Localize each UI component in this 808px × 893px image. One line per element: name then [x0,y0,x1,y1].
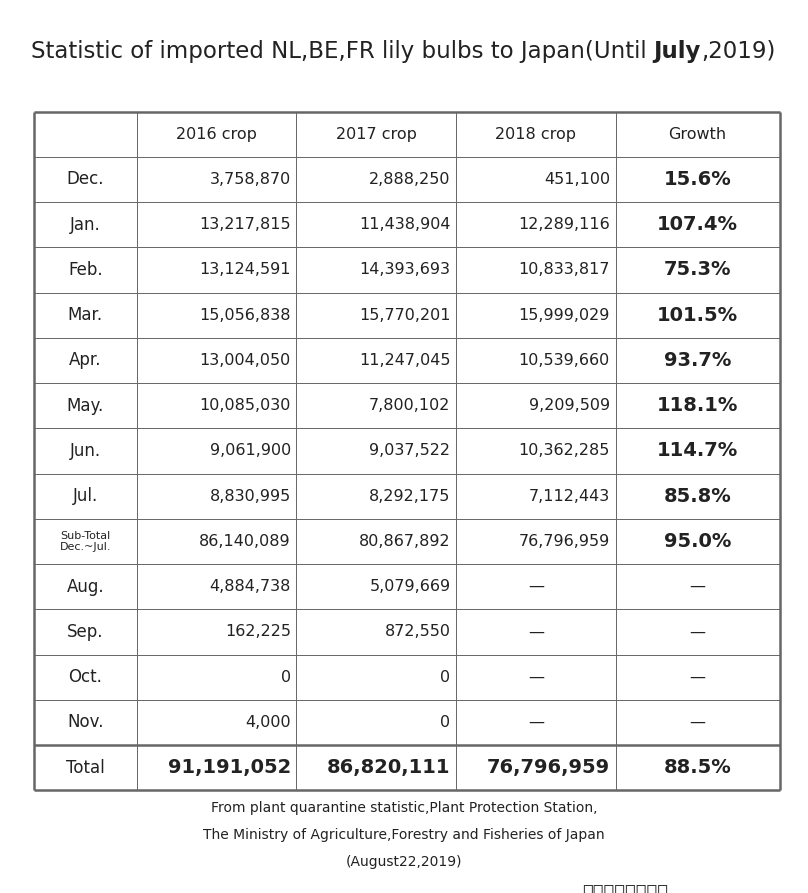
Text: 13,124,591: 13,124,591 [200,263,291,278]
Text: 88.5%: 88.5% [664,758,731,777]
Text: 162,225: 162,225 [225,624,291,639]
Text: Jan.: Jan. [70,216,101,234]
Text: Sep.: Sep. [67,623,103,641]
Text: 76,796,959: 76,796,959 [519,534,610,549]
Text: —: — [690,715,705,730]
Text: 2018 crop: 2018 crop [495,127,576,142]
Text: 86,140,089: 86,140,089 [199,534,291,549]
Text: 118.1%: 118.1% [657,396,739,415]
Text: Statistic of imported NL,BE,FR lily bulbs to Japan(Until: Statistic of imported NL,BE,FR lily bulb… [31,40,654,63]
Text: 10,362,285: 10,362,285 [519,444,610,458]
Text: 13,004,050: 13,004,050 [200,353,291,368]
Text: —: — [528,715,544,730]
Text: 0: 0 [440,715,450,730]
Text: 0: 0 [440,670,450,685]
Text: 93.7%: 93.7% [664,351,731,370]
Text: —: — [528,580,544,594]
Text: 95.0%: 95.0% [664,532,731,551]
Text: —: — [690,580,705,594]
Text: Feb.: Feb. [68,261,103,279]
Text: May.: May. [67,396,104,414]
Text: 85.8%: 85.8% [664,487,731,505]
Text: Apr.: Apr. [69,352,102,370]
Text: 91,191,052: 91,191,052 [167,758,291,777]
Text: 13,217,815: 13,217,815 [199,217,291,232]
Text: —: — [528,624,544,639]
Text: 9,061,900: 9,061,900 [209,444,291,458]
Text: 4,000: 4,000 [245,715,291,730]
Text: Sub-Total
Dec.~Jul.: Sub-Total Dec.~Jul. [60,530,112,552]
Text: Total: Total [66,759,105,777]
Text: 2017 crop: 2017 crop [336,127,417,142]
Text: 86,820,111: 86,820,111 [327,758,450,777]
Text: 872,550: 872,550 [385,624,450,639]
Text: 10,539,660: 10,539,660 [519,353,610,368]
Text: 3,758,870: 3,758,870 [209,172,291,187]
Text: —: — [690,624,705,639]
Text: Nov.: Nov. [67,714,103,731]
Text: 75.3%: 75.3% [664,261,731,280]
Text: 15.6%: 15.6% [664,170,731,189]
Text: 15,056,838: 15,056,838 [200,308,291,322]
Text: Jun.: Jun. [69,442,101,460]
Text: 8,830,995: 8,830,995 [209,488,291,504]
Text: 10,085,030: 10,085,030 [200,398,291,413]
Text: Mar.: Mar. [68,306,103,324]
Text: 80,867,892: 80,867,892 [359,534,450,549]
Text: 11,247,045: 11,247,045 [359,353,450,368]
Text: (August22,2019): (August22,2019) [346,855,462,869]
Text: 15,770,201: 15,770,201 [359,308,450,322]
Text: 10,833,817: 10,833,817 [519,263,610,278]
Text: 114.7%: 114.7% [657,441,739,461]
Text: Oct.: Oct. [69,668,103,686]
Text: 2,888,250: 2,888,250 [369,172,450,187]
Text: 451,100: 451,100 [544,172,610,187]
Text: 12,289,116: 12,289,116 [518,217,610,232]
Text: 7,800,102: 7,800,102 [369,398,450,413]
Text: 76,796,959: 76,796,959 [487,758,610,777]
Text: 5,079,669: 5,079,669 [369,580,450,594]
Text: From plant quarantine statistic,Plant Protection Station,: From plant quarantine statistic,Plant Pr… [211,801,597,815]
Text: 107.4%: 107.4% [657,215,739,234]
Text: 7,112,443: 7,112,443 [528,488,610,504]
Text: Aug.: Aug. [66,578,104,596]
Text: 9,037,522: 9,037,522 [369,444,450,458]
Text: Growth: Growth [669,127,726,142]
Text: ,2019): ,2019) [701,40,776,63]
Text: 101.5%: 101.5% [657,305,739,325]
Text: 0: 0 [280,670,291,685]
Text: 11,438,904: 11,438,904 [359,217,450,232]
Text: 8,292,175: 8,292,175 [369,488,450,504]
Text: July: July [654,40,701,63]
Text: 2016 crop: 2016 crop [176,127,257,142]
Text: —: — [528,670,544,685]
Text: 14,393,693: 14,393,693 [360,263,450,278]
Text: 株式会社中村農園: 株式会社中村農園 [582,884,667,893]
Text: 9,209,509: 9,209,509 [529,398,610,413]
Text: Dec.: Dec. [66,171,104,188]
Text: 4,884,738: 4,884,738 [209,580,291,594]
Text: —: — [690,670,705,685]
Text: Jul.: Jul. [73,488,98,505]
Text: 15,999,029: 15,999,029 [519,308,610,322]
Text: The Ministry of Agriculture,Forestry and Fisheries of Japan: The Ministry of Agriculture,Forestry and… [203,828,605,842]
